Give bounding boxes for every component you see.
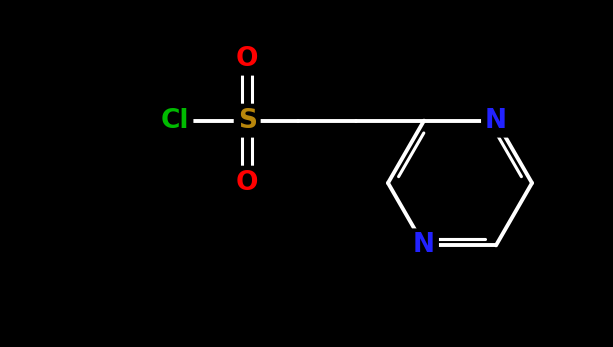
Text: N: N bbox=[485, 108, 507, 134]
Text: S: S bbox=[238, 108, 257, 134]
Text: Cl: Cl bbox=[161, 108, 189, 134]
Text: N: N bbox=[413, 232, 435, 259]
Text: O: O bbox=[236, 46, 259, 71]
Text: O: O bbox=[236, 170, 259, 196]
